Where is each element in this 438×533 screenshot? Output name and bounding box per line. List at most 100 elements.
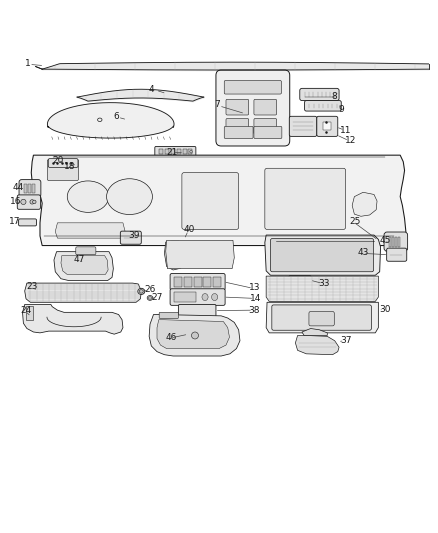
Text: 8: 8: [332, 92, 337, 101]
Bar: [171, 149, 175, 154]
Ellipse shape: [212, 294, 218, 301]
FancyBboxPatch shape: [182, 173, 239, 229]
Polygon shape: [166, 240, 234, 269]
Polygon shape: [352, 192, 377, 216]
FancyBboxPatch shape: [18, 219, 36, 226]
Polygon shape: [265, 235, 381, 275]
FancyBboxPatch shape: [304, 101, 341, 111]
FancyBboxPatch shape: [155, 147, 196, 157]
FancyBboxPatch shape: [19, 180, 41, 197]
FancyBboxPatch shape: [170, 289, 225, 305]
Ellipse shape: [138, 288, 145, 294]
Text: 4: 4: [148, 85, 154, 94]
Polygon shape: [54, 252, 113, 280]
Bar: [177, 149, 180, 154]
FancyBboxPatch shape: [17, 195, 40, 209]
Text: 1: 1: [25, 59, 31, 68]
Polygon shape: [149, 314, 240, 356]
Polygon shape: [55, 223, 125, 238]
Text: 18: 18: [64, 163, 75, 172]
FancyBboxPatch shape: [387, 248, 407, 261]
Text: 45: 45: [380, 236, 391, 245]
Ellipse shape: [106, 179, 152, 215]
FancyBboxPatch shape: [216, 70, 290, 146]
Bar: [398, 237, 400, 247]
Bar: [32, 184, 35, 193]
Ellipse shape: [21, 199, 26, 205]
Text: 23: 23: [26, 282, 37, 291]
FancyBboxPatch shape: [384, 232, 408, 251]
Polygon shape: [25, 283, 141, 302]
Ellipse shape: [32, 200, 36, 204]
FancyBboxPatch shape: [224, 80, 282, 94]
Polygon shape: [157, 320, 230, 349]
Text: 26: 26: [144, 285, 155, 294]
FancyBboxPatch shape: [309, 311, 334, 326]
Text: 6: 6: [113, 112, 119, 121]
Text: 39: 39: [129, 231, 140, 239]
Ellipse shape: [139, 289, 143, 293]
Text: 44: 44: [13, 182, 24, 191]
Text: 11: 11: [340, 126, 352, 135]
Text: 43: 43: [358, 248, 369, 257]
Ellipse shape: [202, 294, 208, 301]
Text: 13: 13: [249, 283, 260, 292]
FancyBboxPatch shape: [272, 305, 371, 330]
Ellipse shape: [98, 118, 102, 122]
Text: 40: 40: [183, 225, 194, 235]
FancyBboxPatch shape: [48, 159, 78, 167]
Text: 14: 14: [250, 294, 261, 303]
Text: 47: 47: [74, 255, 85, 264]
FancyBboxPatch shape: [159, 312, 178, 318]
Polygon shape: [164, 241, 183, 270]
Text: 27: 27: [152, 293, 163, 302]
Text: 20: 20: [52, 156, 64, 165]
Bar: [183, 149, 187, 154]
Bar: [24, 184, 27, 193]
Bar: [174, 277, 182, 287]
FancyBboxPatch shape: [170, 273, 225, 290]
FancyBboxPatch shape: [224, 126, 253, 139]
Polygon shape: [22, 304, 123, 334]
Text: 12: 12: [345, 136, 356, 146]
Text: 24: 24: [21, 305, 32, 314]
Text: 16: 16: [11, 197, 22, 206]
FancyBboxPatch shape: [120, 231, 141, 244]
Text: 9: 9: [338, 105, 344, 114]
Text: 33: 33: [318, 279, 330, 288]
Bar: [392, 237, 394, 247]
FancyBboxPatch shape: [300, 88, 339, 101]
Bar: [194, 277, 201, 287]
FancyBboxPatch shape: [254, 126, 282, 139]
Polygon shape: [31, 155, 406, 246]
Bar: [188, 149, 192, 154]
Bar: [292, 278, 299, 282]
Ellipse shape: [191, 332, 198, 339]
Bar: [395, 237, 397, 247]
FancyBboxPatch shape: [289, 276, 311, 285]
FancyBboxPatch shape: [47, 159, 78, 181]
Bar: [159, 149, 163, 154]
Polygon shape: [266, 276, 378, 302]
FancyBboxPatch shape: [271, 239, 374, 272]
Bar: [389, 237, 391, 247]
Ellipse shape: [148, 297, 152, 299]
Bar: [184, 277, 192, 287]
Text: 30: 30: [380, 305, 391, 314]
FancyBboxPatch shape: [226, 118, 249, 134]
Ellipse shape: [190, 150, 192, 153]
Text: 21: 21: [166, 148, 178, 157]
Text: 25: 25: [349, 216, 360, 225]
Text: 37: 37: [340, 336, 352, 345]
Bar: [323, 123, 331, 130]
Polygon shape: [47, 103, 174, 138]
Bar: [165, 149, 169, 154]
Text: 38: 38: [249, 305, 260, 314]
FancyBboxPatch shape: [178, 304, 216, 317]
FancyBboxPatch shape: [254, 118, 277, 134]
Text: 7: 7: [215, 100, 220, 109]
Text: 46: 46: [166, 333, 177, 342]
FancyBboxPatch shape: [265, 168, 346, 229]
Bar: [25, 306, 33, 320]
FancyBboxPatch shape: [226, 99, 249, 115]
